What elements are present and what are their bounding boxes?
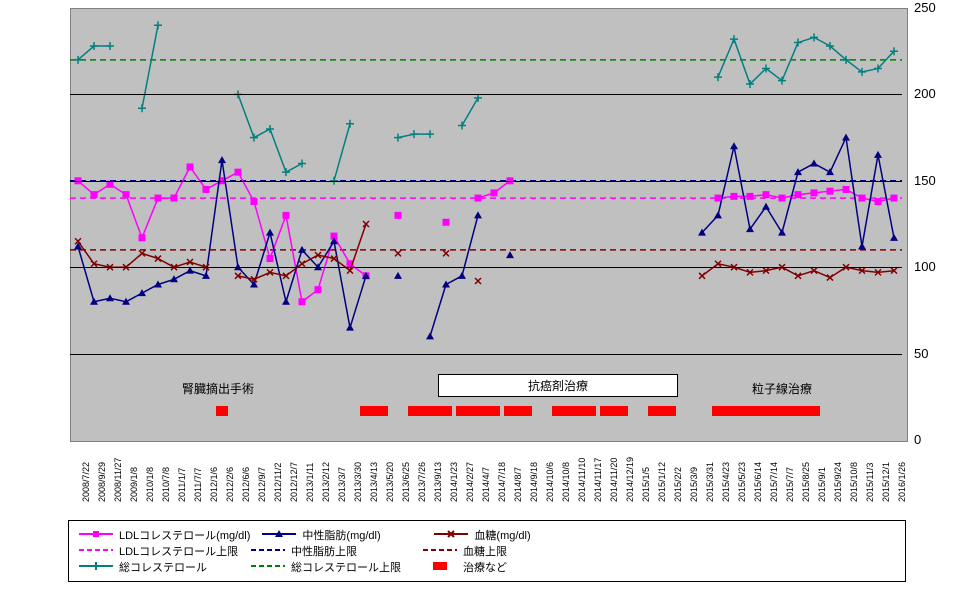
annotation-chemo-box: 抗癌剤治療: [438, 374, 678, 397]
x-tick-label: 2014/2/27: [465, 462, 475, 502]
x-tick-label: 2015/8/25: [801, 462, 811, 502]
x-tick-label: 2013/3/7: [337, 467, 347, 502]
x-tick-label: 2014/11/10: [577, 458, 587, 502]
x-tick-label: 2013/9/13: [433, 462, 443, 502]
treatment-bar: [648, 406, 677, 416]
x-tick-label: 2008/11/27: [113, 458, 123, 502]
legend-item: 治療など: [423, 559, 583, 575]
x-tick-label: 2012/9/7: [257, 467, 267, 502]
x-tick-label: 2008/9/29: [97, 462, 107, 502]
x-tick-label: 2015/1/12: [657, 462, 667, 502]
x-tick-label: 2015/9/24: [833, 462, 843, 502]
x-tick-label: 2014/8/7: [513, 467, 523, 502]
x-tick-label: 2013/5/20: [385, 462, 395, 502]
x-tick-label: 2010/1/8: [145, 467, 155, 502]
y-tick-label: 0: [914, 432, 921, 447]
legend-item: 血糖(mg/dl): [434, 527, 594, 543]
x-tick-label: 2012/2/6: [225, 467, 235, 502]
x-tick-label: 2013/3/30: [353, 462, 363, 502]
x-tick-label: 2008/7/22: [81, 462, 91, 502]
x-tick-label: 2009/1/8: [129, 467, 139, 502]
x-tick-label: 2014/4/7: [481, 467, 491, 502]
x-tick-label: 2011/1/7: [177, 468, 187, 502]
x-tick-label: 2015/12/1: [881, 462, 891, 502]
y-tick-label: 250: [914, 0, 936, 15]
y-tick-label: 100: [914, 259, 936, 274]
x-tick-label: 2014/11/20: [609, 458, 619, 502]
x-tick-label: 2014/10/6: [545, 462, 555, 502]
treatment-bar: [504, 406, 533, 416]
x-tick-label: 2013/1/11: [305, 463, 315, 502]
treatment-bar: [456, 406, 501, 416]
x-tick-label: 2014/7/18: [497, 462, 507, 502]
y-tick-label: 50: [914, 346, 928, 361]
x-tick-label: 2015/7/14: [769, 462, 779, 502]
x-tick-label: 2014/1/23: [449, 462, 459, 502]
x-tick-label: 2015/1/5: [641, 467, 651, 502]
treatment-bar: [360, 406, 389, 416]
x-tick-label: 2015/10/8: [849, 462, 859, 502]
y-tick-label: 150: [914, 173, 936, 188]
x-tick-label: 2013/2/12: [321, 462, 331, 502]
x-tick-label: 2015/5/23: [737, 462, 747, 502]
treatment-bar: [552, 406, 597, 416]
x-tick-label: 2014/12/19: [625, 457, 635, 502]
x-tick-label: 2010/7/8: [161, 467, 171, 502]
treatment-bar: [712, 406, 821, 416]
x-tick-label: 2011/7/7: [193, 468, 203, 502]
x-tick-label: 2016/1/26: [897, 462, 907, 502]
x-tick-label: 2015/3/9: [689, 467, 699, 502]
x-tick-label: 2013/4/13: [369, 462, 379, 502]
x-tick-label: 2012/1/6: [209, 467, 219, 502]
legend-item: LDLコレステロール(mg/dl): [79, 527, 250, 543]
legend-item: 血糖上限: [423, 543, 583, 559]
treatment-bar: [216, 406, 229, 416]
x-tick-label: 2015/6/14: [753, 462, 763, 502]
x-tick-label: 2014/10/8: [561, 462, 571, 502]
annotation-particle-therapy: 粒子線治療: [752, 380, 812, 397]
legend-item: 中性脂肪上限: [251, 543, 411, 559]
x-tick-label: 2015/11/3: [865, 463, 875, 502]
x-tick-label: 2014/9/18: [529, 462, 539, 502]
legend-item: 総コレステロール: [79, 559, 239, 575]
x-tick-label: 2013/6/25: [401, 462, 411, 502]
chart-lines-svg: [0, 0, 962, 596]
treatment-bar: [600, 406, 629, 416]
legend-box: LDLコレステロール(mg/dl) 中性脂肪(mg/dl) 血糖(mg/dl) LDL…: [68, 520, 906, 582]
legend-item: LDLコレステロール上限: [79, 543, 239, 559]
treatment-bar: [408, 406, 453, 416]
annotation-kidney-surgery: 腎臓摘出手術: [182, 380, 254, 397]
x-tick-label: 2015/9/1: [817, 467, 827, 502]
x-tick-label: 2012/6/6: [241, 467, 251, 502]
y-tick-label: 200: [914, 86, 936, 101]
legend-item: 総コレステロール上限: [251, 559, 411, 575]
legend-item: 中性脂肪(mg/dl): [262, 527, 422, 543]
x-tick-label: 2012/11/2: [273, 463, 283, 502]
x-tick-label: 2015/4/23: [721, 462, 731, 502]
x-tick-label: 2013/7/26: [417, 462, 427, 502]
x-tick-label: 2015/7/7: [785, 467, 795, 502]
x-tick-label: 2015/2/2: [673, 467, 683, 502]
x-tick-label: 2012/12/7: [289, 462, 299, 502]
x-tick-label: 2014/11/17: [593, 458, 603, 502]
x-tick-label: 2015/3/31: [705, 462, 715, 502]
